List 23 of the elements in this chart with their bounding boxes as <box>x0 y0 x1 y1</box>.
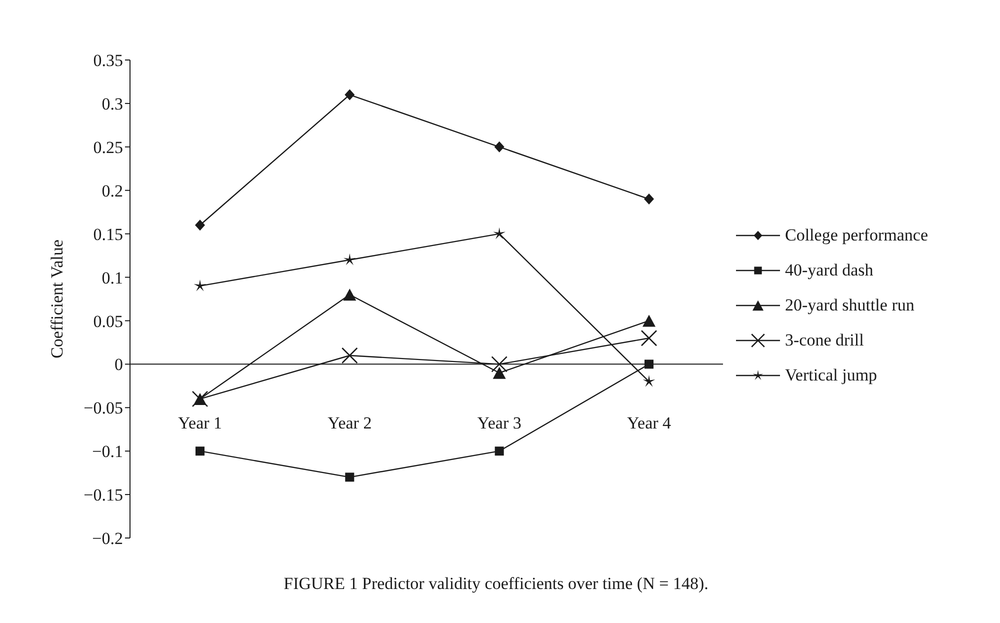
y-tick-label: 0.1 <box>102 268 123 288</box>
y-tick-label: 0.2 <box>102 181 123 200</box>
text: FIGURE 1 Predictor validity coefficients over time (N = 148). <box>282 574 710 594</box>
y-tick-label: 0 <box>114 355 123 374</box>
legend-label: Vertical jump <box>785 364 878 386</box>
y-tick-label: 0.35 <box>93 51 123 70</box>
legend-label: 3-cone drill <box>785 330 864 352</box>
y-tick-label: −0.1 <box>92 442 123 462</box>
y-axis-title: Coefficient Value <box>48 240 66 358</box>
x-tick-label: Year 2 <box>328 414 372 433</box>
y-tick-label: 0.15 <box>93 224 123 244</box>
x-tick-label: Year 4 <box>626 414 672 433</box>
x-tick-label: Year 3 <box>477 414 522 433</box>
legend-label: 20-yard shuttle run <box>785 294 914 316</box>
y-tick-label: 0.05 <box>93 312 123 331</box>
legend-label: 40-yard dash <box>785 260 874 282</box>
x-tick-label: Year 1 <box>178 414 222 433</box>
y-tick-label: −0.2 <box>92 529 123 548</box>
y-tick-label: −0.05 <box>84 398 123 418</box>
legend-label: College performance <box>785 224 928 246</box>
y-tick-label: −0.15 <box>84 486 123 505</box>
y-tick-label: 0.3 <box>102 94 123 114</box>
y-tick-label: 0.25 <box>93 138 123 157</box>
